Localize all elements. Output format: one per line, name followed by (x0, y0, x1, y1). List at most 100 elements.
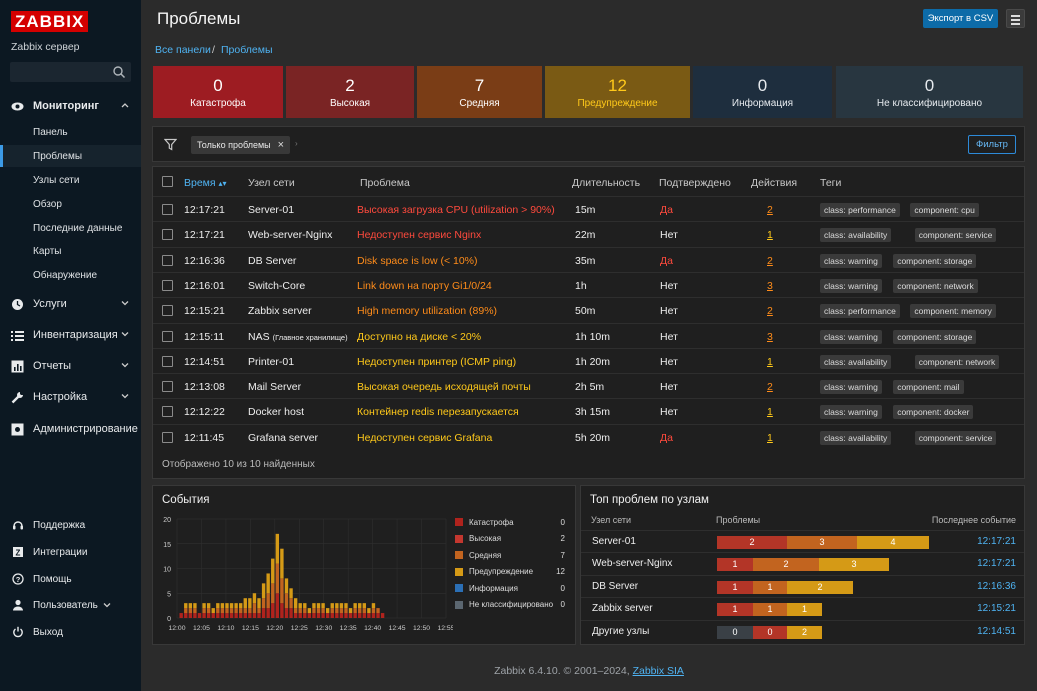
top-host-last-event[interactable]: 12:17:21 (977, 536, 1016, 547)
row-actions[interactable]: 1 (767, 229, 773, 242)
tag-badge[interactable]: class: performance (820, 304, 900, 319)
row-problem[interactable]: Disk space is low (< 10%) (357, 254, 478, 267)
top-host-row[interactable]: DB Server 1 1 2 12:16:36 (581, 574, 1024, 597)
row-host[interactable]: Server-01 (248, 204, 294, 216)
sidebar-item-hosts[interactable]: Узлы сети (33, 174, 80, 186)
row-host[interactable]: DB Server (248, 255, 296, 267)
tag-badge[interactable]: component: cpu (910, 203, 979, 217)
nav-logout[interactable]: Выход (0, 621, 141, 643)
row-checkbox[interactable] (162, 355, 173, 367)
search-input[interactable] (10, 62, 131, 82)
nav-configuration[interactable]: Настройка (0, 386, 141, 408)
search-icon[interactable] (112, 65, 126, 79)
top-host-row[interactable]: Server-01 2 3 4 12:17:21 (581, 530, 1024, 552)
sidebar-item-latest-data[interactable]: Последние данные (33, 222, 123, 234)
table-row[interactable]: 12:14:51 Printer-01 Недоступен принтер (IC… (153, 347, 1024, 373)
nav-inventory[interactable]: Инвентаризация (0, 324, 141, 346)
tag-badge[interactable]: component: memory (910, 304, 996, 319)
tag-badge[interactable]: component: storage (893, 329, 977, 344)
row-actions[interactable]: 1 (767, 431, 773, 444)
row-actions[interactable]: 2 (767, 381, 773, 394)
row-host[interactable]: NAS (Главное хранилище) (248, 331, 348, 343)
breadcrumb-all-dashboards[interactable]: Все панели (155, 44, 211, 56)
row-host[interactable]: Grafana server (248, 432, 318, 444)
top-host-row[interactable]: Web-server-Nginx 1 2 3 12:17:21 (581, 552, 1024, 574)
table-row[interactable]: 12:15:11 NAS (Главное хранилище) Доступно н… (153, 322, 1024, 348)
row-actions[interactable]: 2 (767, 204, 773, 216)
tag-badge[interactable]: class: warning (820, 329, 882, 344)
nav-services[interactable]: Услуги (0, 293, 141, 315)
row-actions[interactable]: 2 (767, 305, 773, 318)
table-row[interactable]: 12:13:08 Mail Server Высокая очередь исход… (153, 373, 1024, 398)
sidebar-item-maps[interactable]: Карты (33, 245, 62, 257)
row-problem[interactable]: Доступно на диске < 20% (357, 330, 482, 343)
nav-help[interactable]: ? Помощь (0, 568, 141, 590)
row-acknowledged[interactable]: Да (660, 431, 673, 444)
zabbix-logo[interactable]: ZABBIX (11, 11, 89, 32)
table-row[interactable]: 12:17:21 Web-server-Nginx Недоступен серви… (153, 221, 1024, 246)
row-problem[interactable]: Высокая очередь исходящей почты (357, 381, 531, 394)
row-host[interactable]: Docker host (248, 406, 304, 418)
row-checkbox[interactable] (162, 279, 173, 291)
severity-tile[interactable]: 0 Катастрофа (153, 66, 283, 118)
tag-badge[interactable]: class: performance (820, 203, 900, 217)
breadcrumb-problems[interactable]: Проблемы (221, 44, 273, 56)
nav-monitoring[interactable]: Мониторинг (0, 95, 141, 117)
row-problem[interactable]: Недоступен сервис Grafana (357, 431, 493, 444)
row-actions[interactable]: 2 (767, 254, 773, 267)
row-acknowledged[interactable]: Нет (660, 229, 678, 242)
tag-badge[interactable]: component: storage (893, 253, 977, 268)
table-row[interactable]: 12:12:22 Docker host Контейнер redis перез… (153, 398, 1024, 423)
nav-reports[interactable]: Отчеты (0, 355, 141, 377)
sidebar-item-overview[interactable]: Обзор (33, 198, 62, 210)
kebab-menu-button[interactable] (1006, 9, 1025, 28)
row-host[interactable]: Mail Server (248, 381, 301, 393)
filter-icon[interactable] (164, 138, 177, 151)
zabbix-sia-link[interactable]: Zabbix SIA (632, 665, 684, 677)
severity-tile[interactable]: 0 Не классифицировано (836, 66, 1023, 118)
column-time[interactable]: Время ▴▾ (184, 177, 227, 189)
top-host-last-event[interactable]: 12:15:21 (977, 603, 1016, 615)
top-host-row[interactable]: Другие узлы 0 0 2 12:14:51 (581, 619, 1024, 642)
row-problem[interactable]: Высокая загрузка CPU (utilization > 90%) (357, 204, 555, 216)
tag-badge[interactable]: class: warning (820, 380, 882, 395)
row-acknowledged[interactable]: Нет (660, 355, 678, 368)
top-host-last-event[interactable]: 12:16:36 (977, 580, 1016, 592)
row-host[interactable]: Switch-Core (248, 280, 305, 292)
sidebar-item-dashboard[interactable]: Панель (33, 126, 68, 138)
row-acknowledged[interactable]: Нет (660, 279, 678, 292)
table-row[interactable]: 12:11:45 Grafana server Недоступен сервис … (153, 423, 1024, 449)
row-acknowledged[interactable]: Да (660, 254, 673, 267)
filter-button[interactable]: Фильтр (968, 135, 1016, 154)
tag-badge[interactable]: component: service (914, 228, 997, 243)
row-problem[interactable]: High memory utilization (89%) (357, 305, 498, 318)
row-acknowledged[interactable]: Нет (660, 330, 678, 343)
filter-chip-problems-only[interactable]: Только проблемы × (191, 136, 291, 154)
table-row[interactable]: 12:16:36 DB Server Disk space is low (< 10… (153, 246, 1024, 272)
row-problem[interactable]: Недоступен принтер (ICMP ping) (357, 355, 517, 368)
row-actions[interactable]: 1 (767, 355, 773, 368)
row-checkbox[interactable] (162, 431, 173, 443)
row-actions[interactable]: 1 (767, 406, 773, 419)
tag-badge[interactable]: class: warning (820, 278, 882, 293)
tag-badge[interactable]: class: availability (820, 354, 892, 369)
row-problem[interactable]: Недоступен сервис Nginx (357, 229, 482, 242)
row-problem[interactable]: Link down на порту Gi1/0/24 (357, 279, 492, 292)
tag-badge[interactable]: class: availability (820, 228, 892, 243)
row-host[interactable]: Zabbix server (248, 305, 312, 317)
top-host-last-event[interactable]: 12:14:51 (977, 625, 1016, 637)
nav-administration[interactable]: Администрирование (0, 418, 141, 440)
sidebar-item-discovery[interactable]: Обнаружение (33, 269, 98, 281)
row-actions[interactable]: 3 (767, 279, 773, 292)
severity-tile[interactable]: 7 Средняя (417, 66, 542, 118)
row-checkbox[interactable] (162, 204, 173, 215)
row-host[interactable]: Printer-01 (248, 356, 294, 368)
severity-tile[interactable]: 2 Высокая (286, 66, 414, 118)
sidebar-item-problems[interactable]: Проблемы (0, 145, 141, 167)
row-checkbox[interactable] (162, 254, 173, 266)
row-actions[interactable]: 3 (767, 330, 773, 343)
severity-tile[interactable]: 0 Информация (693, 66, 832, 118)
tag-badge[interactable]: component: mail (893, 380, 964, 395)
row-host[interactable]: Web-server-Nginx (248, 229, 332, 241)
close-icon[interactable]: × (277, 139, 285, 151)
